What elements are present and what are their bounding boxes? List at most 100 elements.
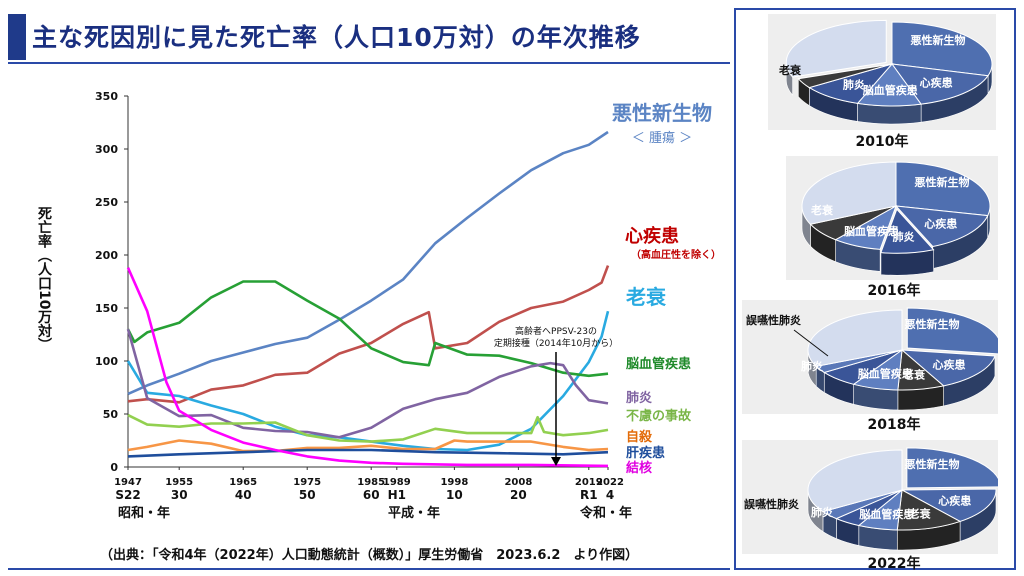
pie-label: 誤嚥性肺炎	[746, 313, 801, 327]
x-tick-label: 1989	[383, 477, 411, 488]
title-divider	[8, 62, 730, 64]
annotation-text: 定期接種（2014年10月から）	[494, 337, 618, 349]
pie-label: 心疾患	[938, 494, 971, 508]
pie-year-2010: 2010年	[855, 134, 909, 150]
bottom-divider	[8, 568, 730, 570]
pie-panel	[734, 8, 1016, 570]
page-title: 主な死因別に見た死亡率（人口10万対）の年次推移	[32, 23, 641, 52]
x-tick-label: 2019	[575, 477, 603, 488]
pie-label: 肺炎	[801, 359, 823, 373]
x-tick-sublabel: 10	[446, 488, 463, 502]
x-tick-label: 1947	[114, 477, 142, 488]
label-accident: 不慮の事故	[626, 408, 692, 424]
x-tick-sublabel: 4	[606, 488, 614, 502]
pie-box-2010: 悪性新生物心疾患 脳血管疾患 肺炎 老衰	[768, 14, 996, 130]
era-label-reiwa: 令和・年	[580, 506, 633, 521]
series-line-liver	[127, 448, 609, 458]
x-tick-sublabel: 40	[235, 488, 252, 502]
series-line-senility	[126, 310, 610, 452]
pie-label: 老衰	[810, 203, 834, 217]
y-tick-label: 250	[95, 196, 118, 209]
era-label-showa: 昭和・年	[118, 506, 171, 521]
y-tick-label: 350	[95, 90, 118, 103]
pie-label: 誤嚥性肺炎	[744, 497, 799, 511]
label-tb: 結核	[626, 460, 652, 476]
pie-slice	[807, 309, 903, 367]
label-heart-sub: （高血圧性を除く）	[631, 248, 721, 261]
label-senility: 老衰	[626, 285, 667, 309]
pie-label: 悪性新生物	[905, 317, 960, 331]
label-cancer: 悪性新生物	[612, 101, 712, 125]
pie-label: 悪性新生物	[911, 33, 966, 47]
pie-slice	[894, 205, 989, 248]
label-pneumonia: 肺炎	[626, 390, 652, 406]
x-tick-label: 1998	[440, 477, 468, 488]
pie-label: 脳血管疾患	[863, 83, 918, 97]
pie-label: 肺炎	[893, 229, 915, 243]
x-tick-sublabel: 60	[363, 488, 380, 502]
label-heart: 心疾患	[625, 225, 679, 247]
pie-slice	[891, 21, 993, 77]
pie-label: 肺炎	[843, 78, 865, 92]
x-tick-label: 1965	[229, 477, 257, 488]
pie-label: 脳血管疾患	[844, 224, 899, 238]
pie-box-2018: 悪性新生物 心疾患 老衰 脳血管疾患 肺炎 誤嚥性肺炎	[742, 300, 1002, 414]
pie-slice	[785, 19, 887, 78]
pie-label: 老衰	[908, 507, 932, 521]
y-tick-label: 50	[103, 408, 119, 421]
label-stroke: 脳血管疾患	[626, 356, 691, 372]
series-line-accident	[127, 413, 609, 443]
series-line-stroke	[126, 280, 609, 378]
x-tick-sublabel: 50	[299, 488, 316, 502]
pie-slice	[895, 161, 991, 217]
x-tick-sublabel: H1	[388, 488, 406, 502]
x-tick-sublabel: S22	[115, 488, 140, 502]
pie-slice	[900, 488, 997, 522]
pie-label: 脳血管疾患	[859, 507, 914, 521]
pie-label: 心疾患	[920, 75, 953, 89]
title-accent-bar	[8, 14, 26, 60]
pie-slice	[801, 161, 897, 225]
label-cancer-sub: ＜ 腫瘍 ＞	[632, 130, 692, 146]
x-tick-label: 1985	[357, 477, 385, 488]
pie-slice	[896, 489, 962, 531]
pie-label: 脳血管疾患	[858, 367, 913, 381]
pie-year-2018: 2018年	[867, 417, 921, 433]
x-tick-sublabel: 30	[171, 488, 188, 502]
pie-slice	[900, 349, 996, 387]
source-note: （出典：「令和4年（2022年）人口動態統計（概数）」厚生労働省 2023.6.…	[100, 548, 639, 563]
pie-box-2016: 悪性新生物心疾患 肺炎 脳血管疾患 老衰	[786, 156, 998, 280]
x-tick-label: 1955	[165, 477, 193, 488]
pie-slice	[880, 208, 935, 254]
series-line-suicide	[127, 439, 609, 453]
y-axis-label: 死亡率（人口10万対）	[36, 206, 52, 352]
pie-year-2022: 2022年	[867, 556, 921, 572]
pie-label: 心疾患	[924, 216, 957, 230]
series-line-heart	[127, 265, 610, 404]
pie-year-2016: 2016年	[867, 283, 921, 299]
x-tick-label: 2022	[596, 477, 624, 488]
x-tick-label: 2008	[504, 477, 532, 488]
y-tick-label: 0	[110, 461, 118, 474]
pie-slice	[906, 307, 1002, 355]
pie-label: 老衰	[778, 63, 802, 77]
pie-box-2022: 悪性新生物 心疾患 老衰 脳血管疾患 肺炎 誤嚥性肺炎	[742, 440, 1002, 554]
pie-slice	[890, 63, 989, 105]
pie-slice	[807, 449, 903, 513]
x-tick-sublabel: 20	[510, 488, 527, 502]
y-tick-label: 200	[95, 249, 118, 262]
pie-slice	[797, 63, 893, 89]
y-tick-label: 100	[95, 355, 118, 368]
series-line-tb	[126, 267, 609, 468]
annotation-text: 高齢者へPPSV-23の	[515, 325, 597, 337]
label-liver: 肝疾患	[626, 445, 665, 461]
series-line-cancer	[127, 130, 609, 396]
pie-label: 悪性新生物	[915, 175, 970, 189]
y-tick-label: 150	[95, 302, 118, 315]
y-tick-label: 300	[95, 143, 118, 156]
series-line-pneumonia	[126, 328, 609, 439]
